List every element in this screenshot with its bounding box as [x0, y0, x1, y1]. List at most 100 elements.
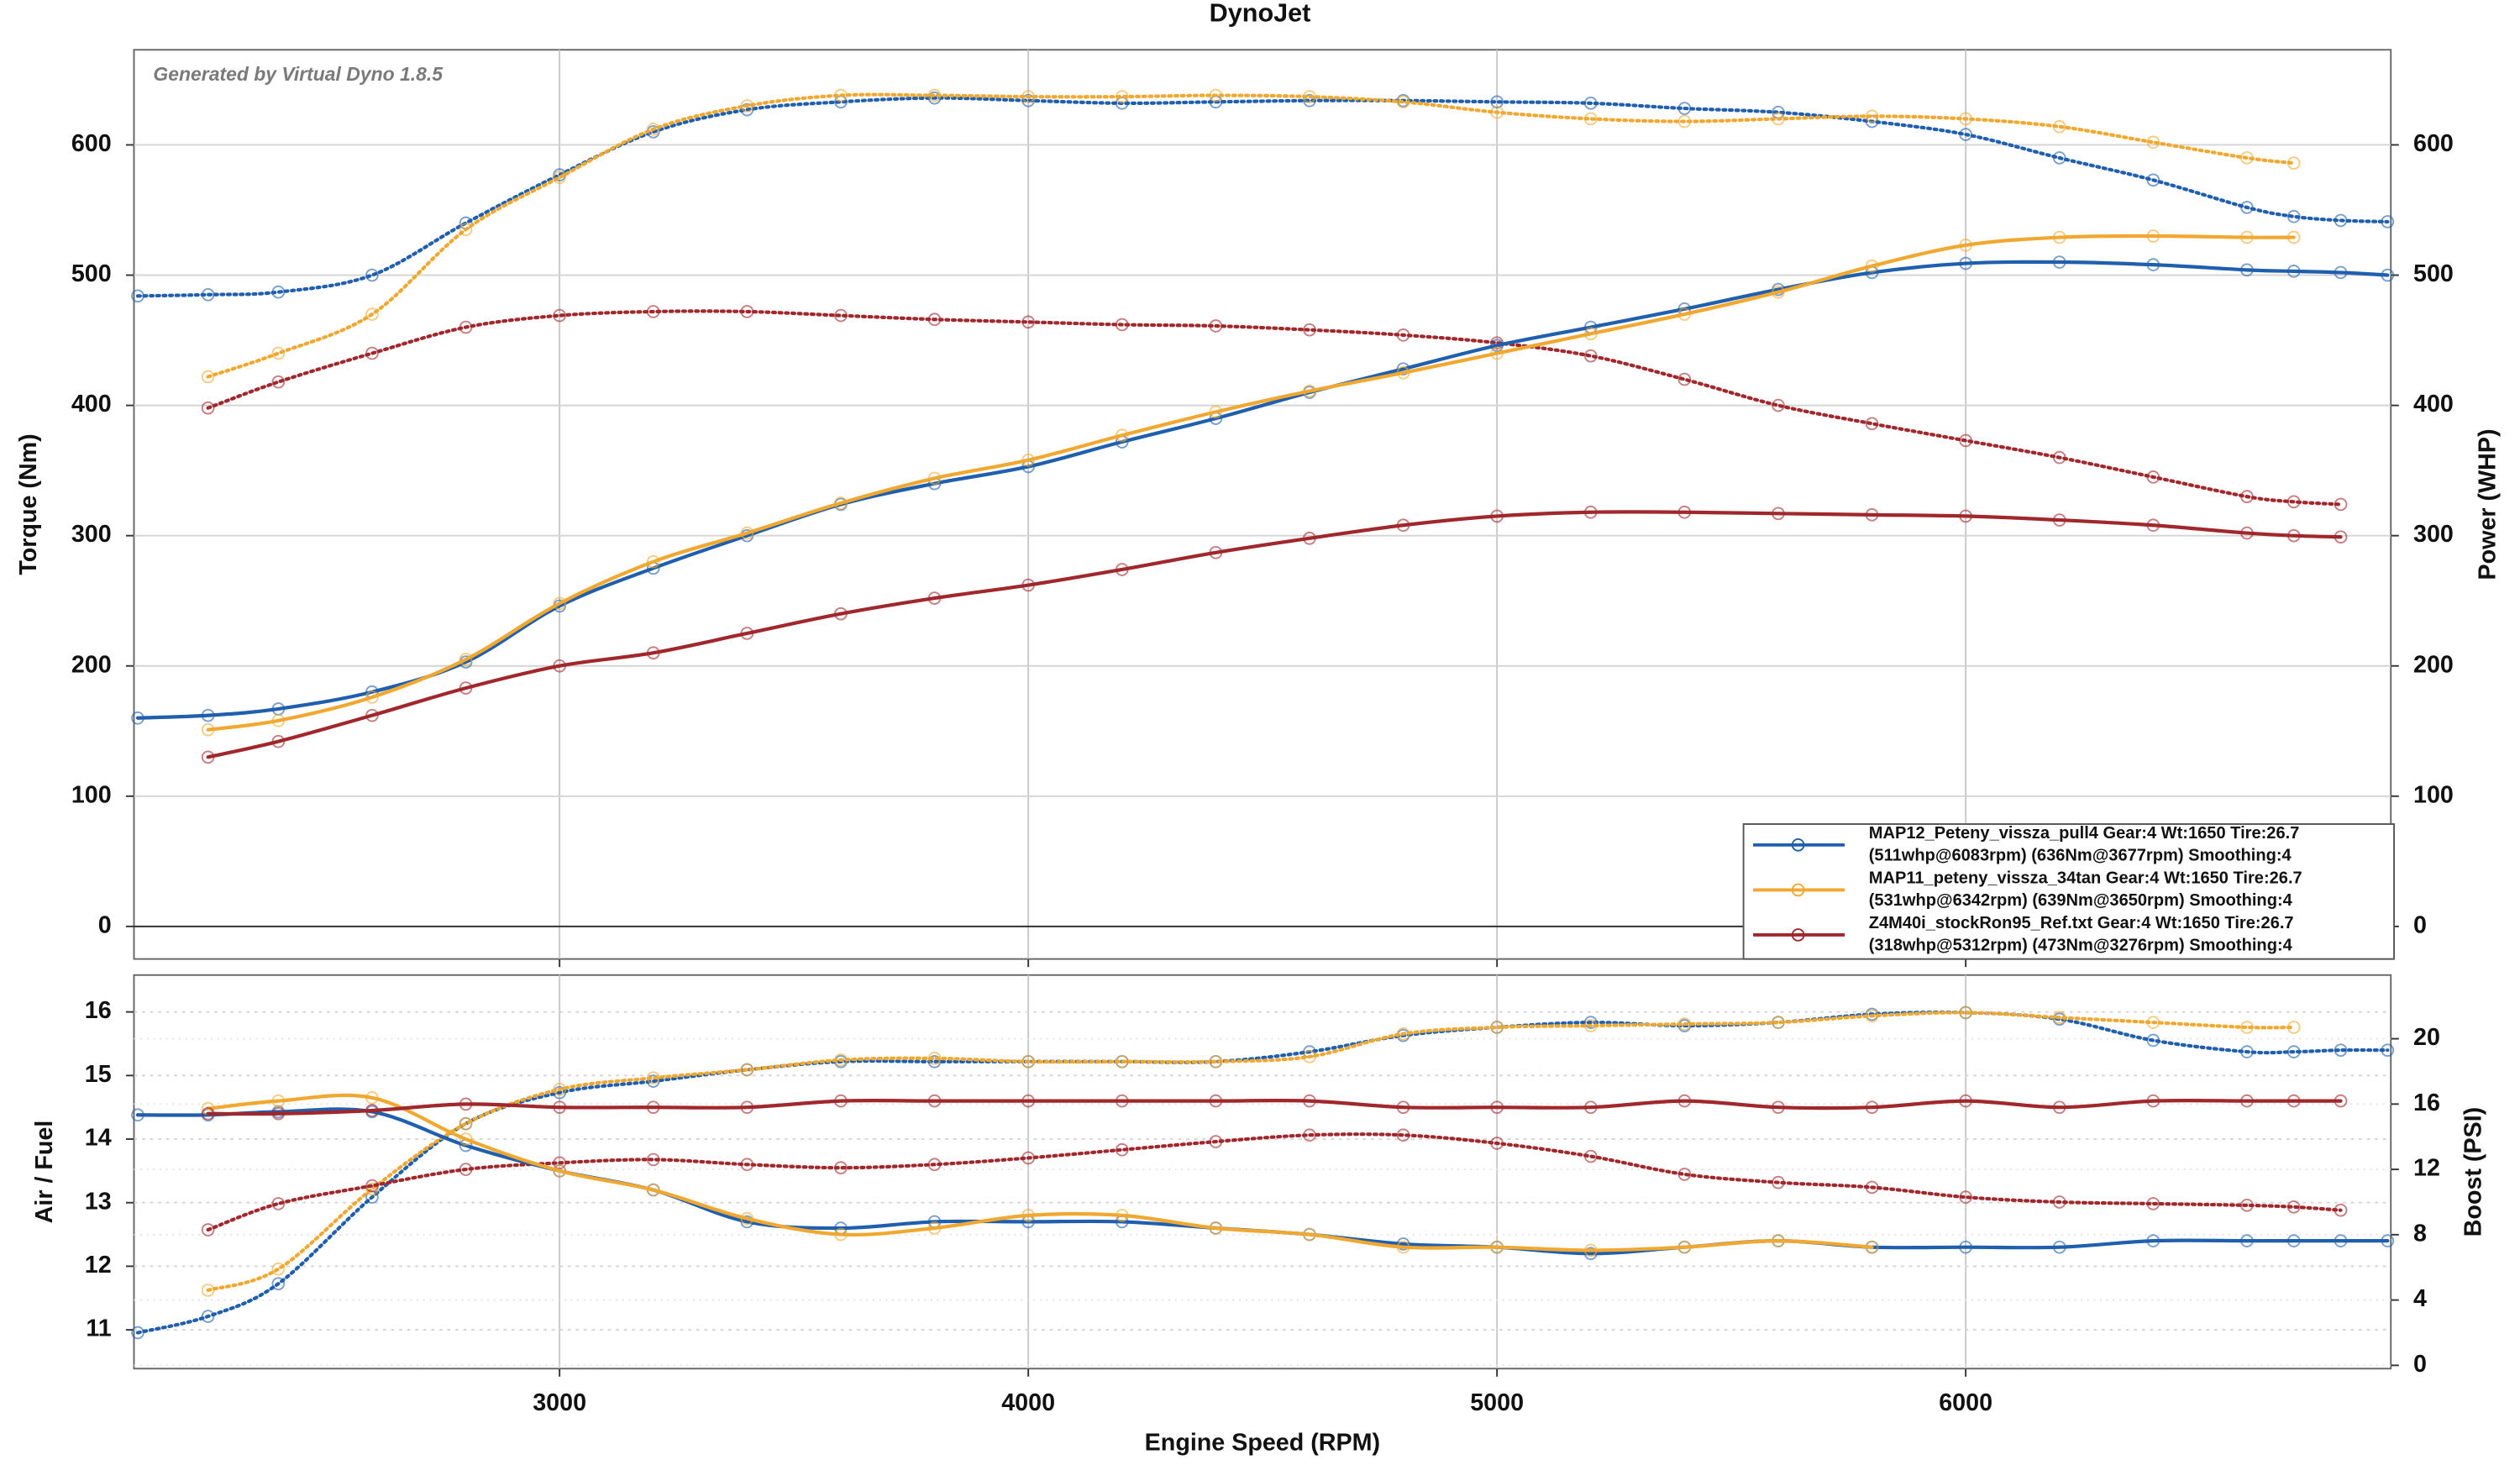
- y2-tick-label: 8: [2413, 1220, 2427, 1247]
- y2-tick-label: 100: [2413, 781, 2454, 808]
- y-tick-label: 16: [85, 997, 112, 1024]
- data-point: [553, 1082, 566, 1096]
- series-line: [206, 1132, 2343, 1232]
- data-point: [834, 1094, 848, 1108]
- data-point: [2240, 201, 2254, 214]
- data-point: [1583, 1149, 1598, 1163]
- data-point: [1021, 1151, 1035, 1165]
- data-point: [646, 1074, 660, 1088]
- data-point: [2146, 1033, 2160, 1048]
- data-point: [2334, 1043, 2348, 1058]
- data-point: [201, 1310, 215, 1323]
- data-point: [1303, 1050, 1316, 1063]
- data-point: [1959, 433, 1972, 448]
- data-point: [201, 370, 215, 384]
- data-point: [1021, 453, 1035, 467]
- data-point: [1959, 128, 1972, 141]
- data-point: [1772, 112, 1785, 126]
- data-point: [1021, 1209, 1035, 1222]
- data-point: [1959, 1006, 1972, 1020]
- data-point: [1021, 578, 1035, 592]
- data-point: [2334, 265, 2348, 280]
- data-point: [271, 1262, 286, 1276]
- data-point: [2286, 528, 2301, 543]
- y2-axis-title: Power (WHP): [2474, 428, 2501, 580]
- data-point: [1959, 239, 1972, 252]
- data-point: [740, 99, 754, 113]
- data-point: [1583, 1100, 1598, 1115]
- data-point: [1021, 1054, 1035, 1069]
- data-point: [1021, 1094, 1035, 1108]
- data-point: [2052, 1011, 2066, 1025]
- data-point: [2334, 1203, 2348, 1217]
- series: [201, 1128, 2348, 1237]
- data-point: [1396, 1240, 1410, 1254]
- data-point: [1303, 1094, 1316, 1108]
- chart-title: DynoJet: [1210, 0, 1311, 27]
- data-point: [646, 1153, 660, 1167]
- data-point: [2286, 156, 2301, 171]
- data-point: [1677, 372, 1692, 386]
- data-point: [2146, 173, 2160, 187]
- data-point: [2052, 513, 2066, 527]
- data-point: [131, 1108, 144, 1122]
- data-point: [1303, 1128, 1316, 1142]
- data-point: [1865, 417, 1879, 431]
- data-point: [459, 1163, 473, 1176]
- data-point: [2146, 1197, 2160, 1210]
- data-point: [1583, 112, 1598, 126]
- data-point: [459, 681, 473, 695]
- data-point: [1021, 315, 1035, 329]
- legend-marker: [1791, 883, 1805, 897]
- y-tick-label: 11: [86, 1315, 111, 1342]
- legend-marker: [1791, 928, 1805, 942]
- data-point: [2146, 1016, 2160, 1029]
- data-point: [553, 308, 566, 323]
- data-point: [271, 346, 286, 360]
- data-point: [553, 1100, 566, 1115]
- data-point: [1209, 88, 1223, 102]
- data-point: [646, 554, 660, 569]
- data-point: [1583, 1019, 1598, 1032]
- data-point: [1490, 509, 1504, 523]
- y-tick-label: 13: [85, 1188, 112, 1215]
- x-tick-label: 4000: [1001, 1389, 1055, 1416]
- series-line: [206, 1093, 1874, 1252]
- y2-tick-label: 200: [2413, 651, 2454, 678]
- y2-tick-label: 0: [2413, 1351, 2427, 1378]
- series: [201, 1090, 1879, 1258]
- series-line: [206, 234, 2296, 732]
- data-point: [2334, 530, 2348, 544]
- data-point: [1396, 518, 1410, 533]
- data-point: [2052, 230, 2066, 244]
- data-point: [1583, 327, 1598, 341]
- data-point: [2381, 215, 2395, 228]
- data-point: [834, 496, 848, 510]
- data-point: [1396, 1237, 1410, 1251]
- data-point: [1396, 1100, 1410, 1115]
- data-point: [1209, 1221, 1223, 1235]
- data-point: [1865, 1180, 1879, 1195]
- data-point: [740, 1215, 754, 1229]
- data-point: [201, 1223, 215, 1237]
- data-point: [1303, 323, 1316, 337]
- series: [201, 505, 2348, 764]
- legend-marker: [1791, 838, 1805, 852]
- data-point: [1772, 1100, 1785, 1115]
- data-point: [927, 312, 942, 327]
- data-point: [1772, 1175, 1785, 1189]
- data-point: [1115, 563, 1129, 576]
- series: [201, 88, 2301, 384]
- data-point: [834, 1227, 848, 1242]
- y-tick-label: 400: [71, 391, 112, 417]
- data-point: [365, 346, 379, 360]
- data-point: [131, 1326, 144, 1340]
- data-point: [834, 88, 848, 102]
- series-line: [135, 260, 2390, 720]
- data-point: [2146, 1234, 2160, 1247]
- data-point: [459, 1132, 473, 1146]
- data-point: [1772, 1016, 1785, 1029]
- data-point: [927, 1052, 942, 1065]
- data-point: [1772, 507, 1785, 521]
- data-point: [646, 1071, 660, 1085]
